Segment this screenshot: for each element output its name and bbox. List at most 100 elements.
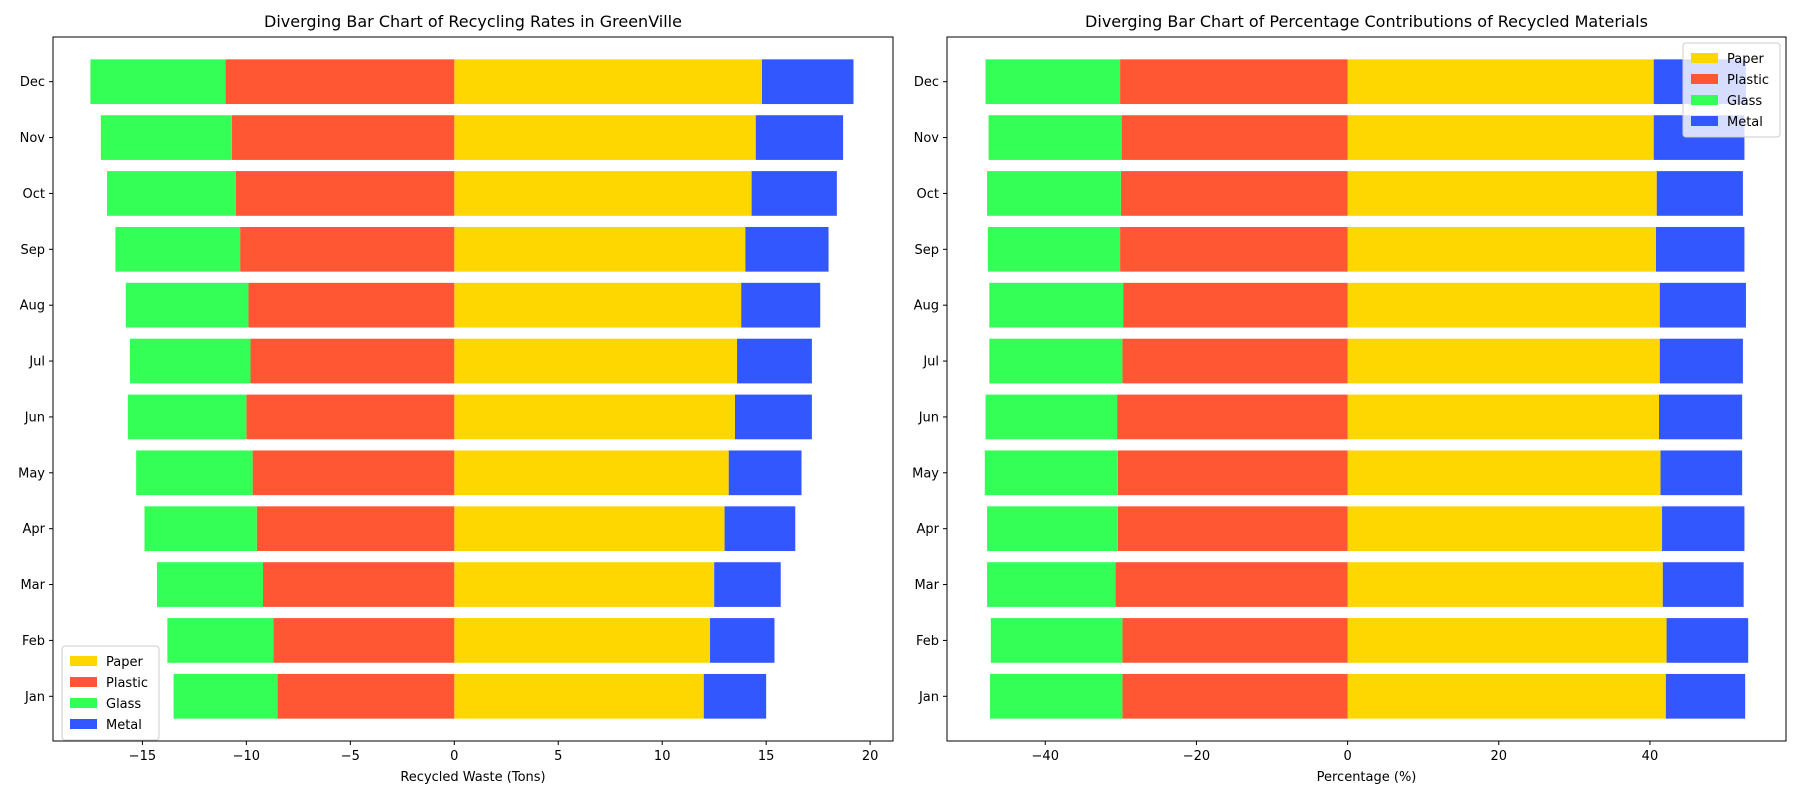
bar-metal-jan	[1665, 673, 1746, 719]
bar-paper-oct	[1347, 171, 1657, 216]
x-tick-label: −40	[1032, 749, 1059, 764]
y-tick-label: Oct	[917, 187, 939, 202]
bar-metal-aug	[1659, 282, 1746, 328]
bar-plastic-apr	[1117, 506, 1348, 552]
bar-paper-sep	[1347, 226, 1656, 272]
bar-paper-feb	[454, 618, 711, 663]
bar-plastic-dec	[225, 59, 455, 105]
y-tick-label: Jun	[24, 410, 45, 425]
bar-plastic-jun	[246, 394, 455, 440]
x-tick-label: −5	[341, 749, 360, 764]
bar-paper-feb	[1347, 618, 1667, 663]
bar-paper-dec	[454, 59, 763, 105]
legend-label-plastic: Plastic	[1727, 73, 1769, 88]
bar-metal-mar	[714, 562, 781, 607]
x-tick-label: 10	[654, 749, 671, 764]
bar-paper-may	[1347, 450, 1661, 496]
y-tick-label: Oct	[23, 187, 45, 202]
chart-title: Diverging Bar Chart of Recycling Rates i…	[264, 12, 682, 31]
bar-glass-mar	[156, 562, 263, 607]
bar-paper-jun	[1347, 394, 1660, 440]
x-tick-label: 15	[758, 749, 775, 764]
plot-frame	[946, 36, 1787, 742]
bar-glass-mar	[987, 562, 1116, 607]
legend-swatch-glass	[1691, 95, 1718, 105]
y-tick-label: Mar	[914, 578, 939, 593]
bar-metal-may	[728, 450, 802, 496]
plot-frame	[52, 36, 894, 742]
legend-label-glass: Glass	[1727, 94, 1762, 109]
x-tick-label: 5	[554, 749, 562, 764]
bar-glass-may	[984, 450, 1118, 496]
x-tick-label: −15	[129, 749, 156, 764]
x-tick-label: 20	[1491, 749, 1508, 764]
bar-metal-jun	[734, 394, 812, 440]
y-tick-label: Nov	[914, 131, 940, 146]
y-tick-label: Feb	[916, 634, 939, 649]
bar-plastic-jan	[1122, 673, 1348, 719]
y-tick-label: Apr	[23, 522, 46, 537]
bar-plastic-may	[252, 450, 455, 496]
legend-box	[1682, 42, 1781, 138]
x-axis-title: Recycled Waste (Tons)	[400, 770, 545, 785]
legend-swatch-paper	[70, 656, 97, 666]
legend-label-glass: Glass	[106, 697, 141, 712]
y-tick-label: Jan	[24, 690, 45, 705]
y-tick-label: Jan	[918, 690, 939, 705]
bar-plastic-mar	[1115, 562, 1348, 607]
bar-glass-feb	[990, 618, 1123, 663]
legend-label-paper: Paper	[1727, 52, 1764, 67]
bar-plastic-jul	[250, 338, 455, 384]
bar-glass-sep	[987, 226, 1121, 272]
y-tick-label: Aug	[20, 299, 45, 314]
y-tick-label: Nov	[20, 131, 46, 146]
y-tick-label: Dec	[914, 75, 939, 90]
bar-glass-sep	[115, 226, 241, 272]
bar-paper-jan	[454, 673, 704, 719]
y-tick-label: May	[18, 466, 45, 481]
bar-glass-nov	[988, 115, 1122, 160]
bar-metal-jan	[703, 673, 767, 719]
legend-label-metal: Metal	[1727, 115, 1763, 130]
bars	[90, 59, 854, 719]
bar-metal-dec	[762, 59, 854, 105]
bar-glass-dec	[90, 59, 226, 105]
legend-label-metal: Metal	[106, 718, 142, 733]
bar-plastic-nov	[1121, 115, 1348, 160]
chart-2: Diverging Bar Chart of Percentage Contri…	[912, 12, 1787, 785]
bar-plastic-jan	[277, 673, 455, 719]
bar-metal-apr	[724, 506, 796, 552]
bar-glass-nov	[100, 115, 232, 160]
y-tick-label: Dec	[20, 75, 45, 90]
bar-paper-nov	[454, 115, 756, 160]
y-tick-label: Jul	[922, 355, 939, 370]
legend-swatch-glass	[70, 698, 97, 708]
x-tick-label: 40	[1642, 749, 1659, 764]
x-tick-label: 20	[862, 749, 879, 764]
bar-plastic-may	[1117, 450, 1348, 496]
bar-glass-aug	[125, 282, 249, 328]
bar-metal-feb	[710, 618, 775, 663]
y-tick-label: Feb	[22, 634, 45, 649]
legend: Paper Plastic Glass Metal	[1682, 42, 1781, 138]
y-tick-label: May	[912, 466, 939, 481]
bar-metal-mar	[1662, 562, 1744, 607]
x-tick-label: −10	[233, 749, 260, 764]
bar-glass-may	[136, 450, 253, 496]
bar-plastic-sep	[240, 226, 455, 272]
bar-paper-sep	[454, 226, 746, 272]
y-tick-label: Mar	[20, 578, 45, 593]
legend-box	[61, 645, 160, 741]
bar-plastic-aug	[248, 282, 455, 328]
bar-metal-nov	[755, 115, 844, 160]
bar-glass-jun	[985, 394, 1118, 440]
bar-plastic-mar	[263, 562, 455, 607]
bar-glass-apr	[987, 506, 1118, 552]
legend-swatch-paper	[1691, 53, 1718, 63]
bar-paper-apr	[454, 506, 725, 552]
legend-swatch-metal	[1691, 116, 1718, 126]
y-tick-label: Sep	[20, 243, 45, 258]
bar-paper-aug	[454, 282, 742, 328]
